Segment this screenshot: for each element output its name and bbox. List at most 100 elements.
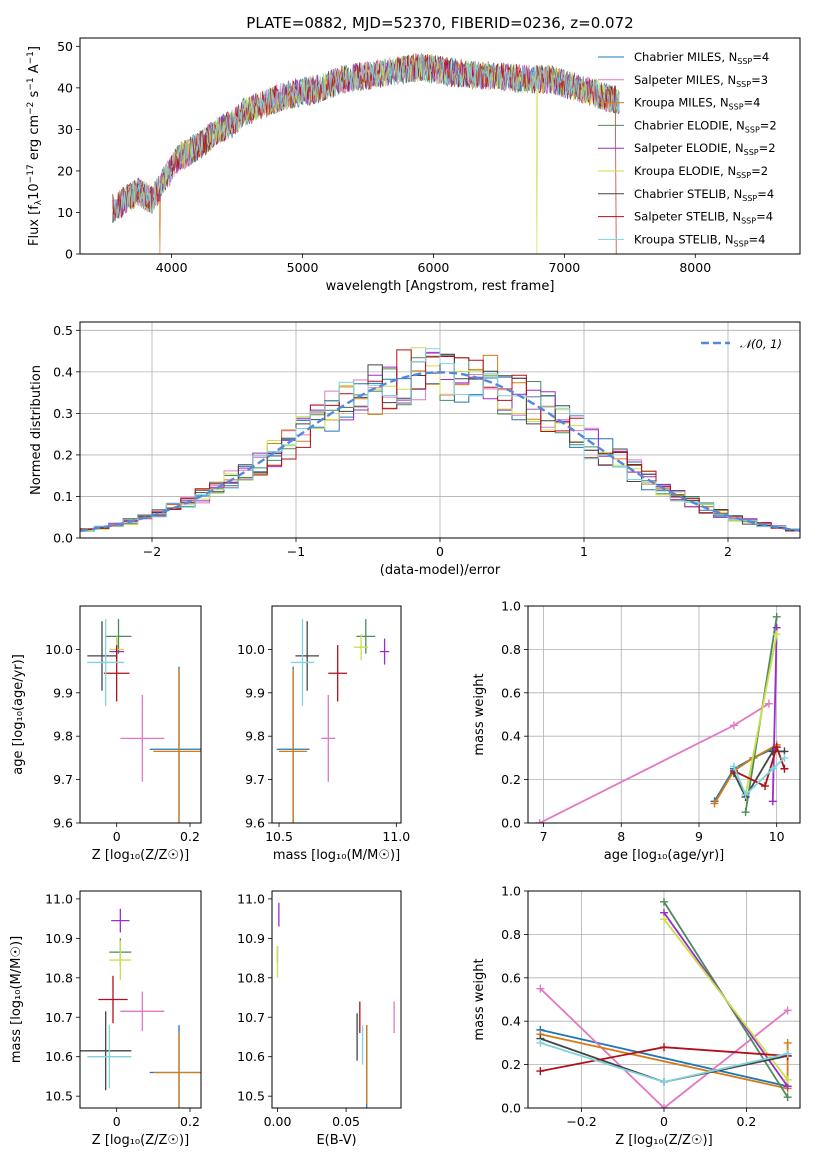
x-tick-label: 6000: [418, 260, 450, 275]
y-axis-label: mass [log₁₀(M/M☉)]: [9, 936, 24, 1063]
y-tick-label: 0.2: [501, 772, 521, 787]
legend-subscript: SSP: [736, 80, 751, 89]
y-tick-label: 10.7: [237, 1010, 265, 1025]
x-tick-label: 0.2: [180, 1114, 200, 1129]
y-axis-label: Normed distribution: [29, 365, 44, 495]
legend-entry: Chabrier ELODIE, NSSP=2: [634, 118, 777, 134]
weight-line: [540, 1029, 788, 1088]
x-tick-label: 8: [617, 829, 625, 844]
y-tick-label: 9.6: [245, 816, 265, 831]
y-axis-label: mass weight: [472, 673, 487, 755]
y-tick-label: 10.6: [45, 1049, 73, 1064]
weight-point-marker: [729, 721, 738, 730]
weight-point-marker: [768, 764, 777, 773]
weight-point-marker: [741, 790, 750, 799]
histogram-step: [80, 347, 800, 532]
weight-point-marker: [660, 1077, 668, 1086]
y-label-part: ]: [27, 46, 42, 51]
legend-subscript: SSP: [729, 103, 744, 112]
weight-point-marker: [660, 1104, 668, 1108]
x-tick-label: 10: [769, 829, 785, 844]
legend-entry: Salpeter MILES, NSSP=3: [634, 73, 768, 89]
weight-line: [744, 634, 778, 795]
y-tick-label: 0.8: [501, 927, 521, 942]
y-tick-label: 0.4: [501, 1014, 521, 1029]
y-tick-label: 1.0: [501, 599, 521, 614]
y-axis-label: age [log₁₀(age/yr)]: [11, 654, 26, 775]
y-tick-label: 10.0: [45, 642, 73, 657]
weight-point-marker: [729, 762, 738, 771]
weight-point-marker: [741, 808, 750, 817]
plot-area: [112, 53, 620, 254]
x-tick-label: 0.2: [180, 829, 200, 844]
mass-vs-extinction-panel: 0.00 0.05 10.5 10.6 10.7 10.8 10.9 11.0 E(B-V): [237, 890, 402, 1148]
x-tick-label: −0.2: [566, 1114, 596, 1129]
y-label-part: A: [27, 64, 42, 77]
y-tick-label: 10.8: [237, 970, 265, 985]
y-tick-label: 9.7: [53, 772, 73, 787]
legend-count: =2: [751, 164, 768, 178]
y-tick-label: 0.1: [53, 489, 73, 504]
y-label-part: −1: [26, 51, 36, 64]
y-tick-label: 0.4: [53, 364, 73, 379]
y-tick-label: 0.0: [501, 1101, 521, 1116]
y-tick-label: 10.5: [45, 1089, 73, 1104]
legend-count: =4: [756, 210, 773, 224]
y-tick-label: 0.3: [53, 406, 73, 421]
x-tick-label: 0: [660, 1114, 668, 1129]
histogram-step: [80, 348, 800, 531]
y-tick-label: 40: [57, 80, 73, 95]
legend-entry: Kroupa MILES, NSSP=4: [634, 96, 760, 112]
figure-title: PLATE=0882, MJD=52370, FIBERID=0236, z=0…: [246, 14, 633, 32]
y-tick-label: 1.0: [501, 884, 521, 899]
y-tick-label: 0.0: [53, 531, 73, 546]
x-tick-label: −1: [287, 544, 305, 559]
weight-line: [713, 744, 778, 804]
plot-area: [87, 619, 201, 823]
y-axis-label: Flux [fλ10−17 erg cm−2 s−1 A−1]: [26, 46, 44, 246]
weight-point-marker: [660, 1043, 668, 1052]
x-axis-label: (data-model)/error: [380, 563, 501, 578]
weight-point-marker: [536, 1067, 545, 1076]
weight-point-marker: [536, 1038, 545, 1047]
mass-weight-vs-metallicity-panel: −0.2 0 0.2 0.0 0.2 0.4 0.6 0.8 1.0 Z [log₁₀(Z/Z☉)…: [472, 884, 801, 1148]
y-tick-label: 10.5: [237, 1089, 265, 1104]
y-tick-label: 10: [57, 205, 73, 220]
y-tick-label: 0.6: [501, 970, 521, 985]
y-axis-label: mass weight: [472, 958, 487, 1040]
legend-subscript: SSP: [741, 217, 756, 226]
x-axis-label: mass [log₁₀(M/M☉)]: [273, 848, 400, 863]
axes-frame: [79, 605, 202, 824]
y-label-part: −1: [26, 77, 36, 90]
axes-frame: [79, 321, 801, 539]
weight-point-marker: [783, 1038, 792, 1047]
y-tick-label: 0.5: [53, 323, 73, 338]
legend-count: =3: [751, 73, 768, 87]
y-tick-label: 0.8: [501, 642, 521, 657]
weight-point-marker: [761, 782, 770, 791]
axes-frame: [79, 890, 202, 1109]
weight-point-marker: [660, 915, 668, 924]
x-tick-label: 10.5: [265, 829, 293, 844]
legend-entry: 𝒩(0, 1): [740, 337, 782, 351]
weight-point-marker: [783, 1049, 792, 1058]
age-vs-metallicity-panel: 0 0.2 9.6 9.7 9.8 9.9 10.0 Z [log₁₀(Z/Z☉)] age […: [11, 605, 202, 863]
x-axis-label: age [log₁₀(age/yr)]: [604, 848, 725, 863]
y-tick-label: 10.9: [45, 931, 73, 946]
weight-point-marker: [780, 753, 789, 762]
y-label-part: λ: [34, 199, 44, 205]
y-tick-label: 9.6: [53, 816, 73, 831]
legend-entry: Kroupa ELODIE, NSSP=2: [634, 164, 768, 180]
y-tick-label: 9.8: [53, 729, 73, 744]
legend-count: =2: [760, 118, 777, 132]
legend-subscript: SSP: [744, 148, 759, 157]
x-tick-label: 1: [580, 544, 588, 559]
y-tick-label: 20: [57, 163, 73, 178]
legend-entry: Chabrier STELIB, NSSP=4: [634, 187, 774, 203]
axes-frame: [271, 605, 402, 824]
x-tick-label: 5000: [287, 260, 319, 275]
weight-point-marker: [783, 1006, 792, 1015]
weight-point-marker: [780, 764, 789, 773]
y-tick-label: 10.0: [237, 642, 265, 657]
